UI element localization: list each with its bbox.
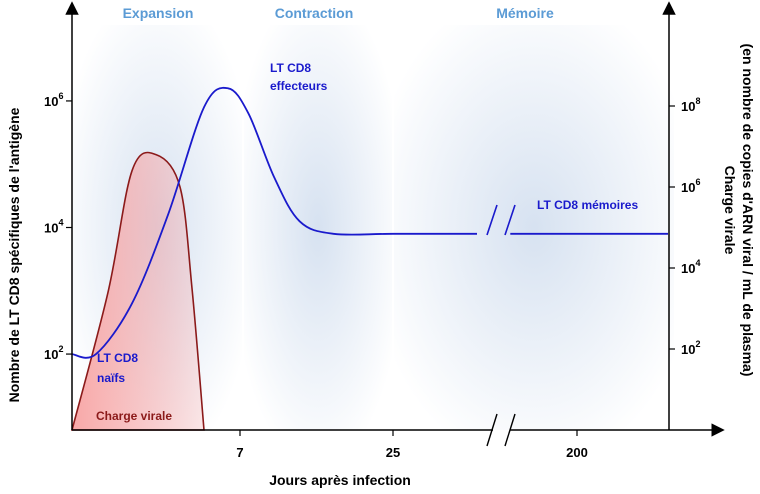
left-y-tick-label-6: 106 bbox=[44, 91, 63, 109]
left-y-ticks: 102 104 106 bbox=[44, 91, 72, 362]
annotation-naifs-line1: LT CD8 bbox=[97, 351, 138, 365]
left-y-tick-label-4: 104 bbox=[44, 218, 63, 236]
right-y-tick-label-6: 106 bbox=[681, 177, 700, 195]
x-tick-label-7: 7 bbox=[236, 445, 243, 460]
phase-bg-memoire bbox=[394, 25, 674, 430]
curve-break-1 bbox=[486, 204, 498, 236]
annotation-memoires: LT CD8 mémoires bbox=[537, 198, 638, 212]
phase-bg-contraction bbox=[244, 25, 392, 430]
phase-label-expansion: Expansion bbox=[123, 5, 194, 21]
phase-label-memoire: Mémoire bbox=[496, 5, 554, 21]
annotation-charge-virale: Charge virale bbox=[96, 409, 172, 423]
left-y-axis-title: Nombre de LT CD8 spécifiques de l'antigè… bbox=[6, 107, 22, 402]
right-y-ticks: 102 104 106 108 bbox=[669, 96, 700, 357]
x-axis-title: Jours après infection bbox=[269, 472, 411, 488]
right-y-tick-label-8: 108 bbox=[681, 96, 700, 114]
x-axis-break-1 bbox=[486, 413, 498, 447]
x-tick-label-25: 25 bbox=[386, 445, 400, 460]
annotation-effecteurs-line2: effecteurs bbox=[270, 79, 328, 93]
x-tick-label-200: 200 bbox=[566, 445, 588, 460]
right-y-axis-title-line1: Charge virale bbox=[722, 166, 738, 255]
right-y-tick-label-4: 104 bbox=[681, 258, 700, 276]
annotation-naifs-line2: naïfs bbox=[97, 371, 125, 385]
phase-label-contraction: Contraction bbox=[275, 5, 354, 21]
left-y-tick-label-2: 102 bbox=[44, 344, 63, 362]
x-axis-break-2 bbox=[504, 413, 516, 447]
curve-break-2 bbox=[504, 204, 516, 236]
cd8-curve bbox=[71, 86, 477, 359]
right-y-axis-title-line2: (en nombre de copies d'ARN viral / mL de… bbox=[740, 44, 756, 377]
right-y-tick-label-2: 102 bbox=[681, 339, 700, 357]
annotation-effecteurs-line1: LT CD8 bbox=[270, 61, 311, 75]
